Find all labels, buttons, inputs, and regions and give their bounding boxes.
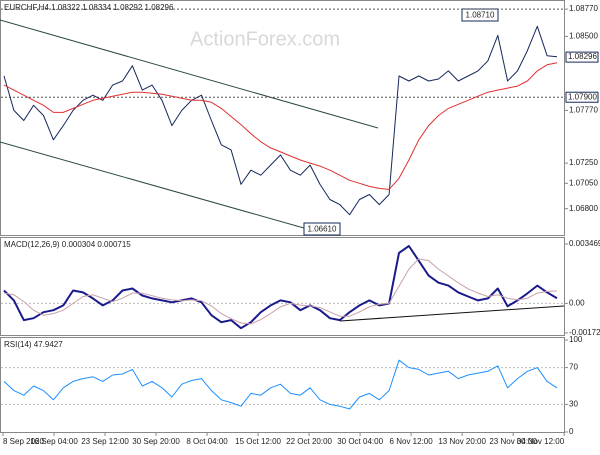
- rsi-title: RSI(14) 47.9427: [4, 340, 63, 349]
- series-line: [3, 245, 558, 330]
- x-tick-label: 23 Sep 12:00: [81, 437, 129, 446]
- annotation-box: [461, 8, 499, 22]
- macd-trendline: [339, 305, 565, 322]
- x-tick-label: 6 Nov 12:00: [390, 437, 434, 446]
- x-tick-label: 23 Nov 04:00: [489, 437, 537, 446]
- y-tick-label: 0.003469: [569, 239, 600, 248]
- channel-top: [0, 19, 379, 129]
- price-title: EURCHF,H4 1.08322 1.08334 1.08292 1.0829…: [4, 3, 174, 12]
- x-tick-label: 8 Oct 04:00: [186, 437, 228, 446]
- level-box: [565, 91, 599, 103]
- y-tick-label: 1.07050: [569, 178, 598, 187]
- y-tick-label: 1.06800: [569, 204, 598, 213]
- level-label: 1.07900: [568, 92, 597, 101]
- x-tick-label: 22 Oct 20:00: [286, 437, 332, 446]
- y-tick-label: 1.08770: [569, 4, 598, 13]
- y-tick-label: 0.00: [569, 298, 585, 307]
- series-line: [3, 258, 558, 325]
- y-tick-label: -0.001729: [569, 328, 600, 337]
- y-tick-label: 1.07770: [569, 106, 598, 115]
- y-tick-label: 70: [569, 363, 578, 372]
- annotation-box: [303, 222, 341, 236]
- rsi-panel: [0, 337, 565, 433]
- macd-panel: [0, 237, 565, 336]
- level-box: [565, 51, 599, 63]
- x-tick-label: 15 Oct 12:00: [235, 437, 281, 446]
- x-tick-label: 30 Sep 20:00: [132, 437, 180, 446]
- y-tick-label: 0: [569, 427, 574, 436]
- macd-title: MACD(12,26,9) 0.000304 0.000715: [4, 240, 131, 249]
- channel-bottom: [0, 141, 319, 233]
- x-tick-label: 8 Sep 2020: [3, 437, 44, 446]
- x-tick-label: 16 Sep 04:00: [30, 437, 78, 446]
- annotation: 1.08710: [466, 11, 495, 20]
- series-line: [3, 62, 558, 190]
- series-line: [3, 25, 558, 216]
- y-tick-label: 30: [569, 400, 578, 409]
- y-tick-label: 100: [569, 335, 583, 344]
- x-tick-label: 30 Nov 12:00: [517, 437, 565, 446]
- level-label: 1.08296: [568, 52, 597, 61]
- series-line: [3, 359, 558, 410]
- watermark: ActionForex.com: [190, 28, 340, 50]
- x-tick-label: 13 Nov 20:00: [438, 437, 486, 446]
- annotation: 1.06610: [308, 225, 337, 234]
- price-panel: [0, 0, 565, 236]
- x-tick-label: 30 Oct 04:00: [337, 437, 383, 446]
- y-tick-label: 1.08500: [569, 32, 598, 41]
- y-tick-label: 1.07250: [569, 158, 598, 167]
